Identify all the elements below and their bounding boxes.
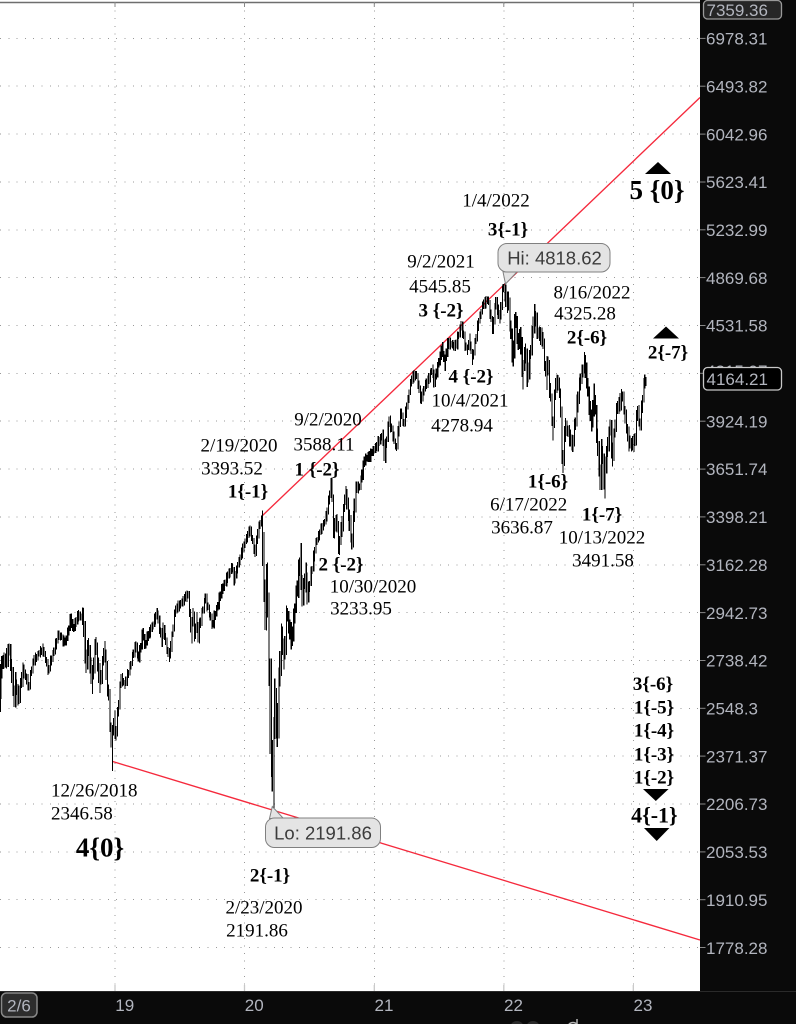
- svg-text:2/6: 2/6: [7, 997, 31, 1016]
- svg-text:10/13/2022: 10/13/2022: [559, 528, 646, 549]
- svg-text:6/17/2022: 6/17/2022: [490, 495, 567, 516]
- svg-text:7359.36: 7359.36: [707, 1, 768, 20]
- svg-text:10/4/2021: 10/4/2021: [431, 391, 508, 412]
- svg-text:1/4/2022: 1/4/2022: [462, 191, 530, 212]
- svg-text:2191.86: 2191.86: [226, 921, 288, 942]
- svg-text:2053.53: 2053.53: [706, 843, 767, 862]
- svg-text:2738.42: 2738.42: [706, 652, 767, 671]
- svg-text:1{-3}: 1{-3}: [634, 745, 674, 766]
- svg-text:19: 19: [115, 996, 134, 1015]
- svg-text:1{-7}: 1{-7}: [582, 505, 622, 526]
- svg-text:3588.11: 3588.11: [293, 435, 354, 456]
- svg-text:5623.41: 5623.41: [706, 173, 767, 192]
- svg-text:9/2/2021: 9/2/2021: [407, 252, 475, 273]
- svg-text:4869.68: 4869.68: [706, 269, 767, 288]
- svg-text:2/23/2020: 2/23/2020: [225, 898, 302, 919]
- svg-text:1{-2}: 1{-2}: [634, 768, 674, 789]
- svg-text:3651.74: 3651.74: [706, 460, 767, 479]
- svg-text:3 {-2}: 3 {-2}: [418, 301, 463, 322]
- svg-text:3{-1}: 3{-1}: [488, 220, 528, 241]
- svg-text:3636.87: 3636.87: [491, 518, 553, 539]
- svg-text:2206.73: 2206.73: [706, 795, 767, 814]
- svg-text:2/19/2020: 2/19/2020: [200, 436, 277, 457]
- svg-text:4545.85: 4545.85: [409, 277, 471, 298]
- svg-text:4325.28: 4325.28: [554, 304, 616, 325]
- svg-text:23: 23: [634, 996, 653, 1015]
- svg-text:3162.28: 3162.28: [706, 556, 767, 575]
- svg-text:2{-6}: 2{-6}: [567, 328, 607, 349]
- svg-text:5 {0}: 5 {0}: [629, 175, 684, 205]
- svg-text:4164.21: 4164.21: [707, 370, 768, 389]
- svg-text:6042.96: 6042.96: [706, 125, 767, 144]
- svg-text:4278.94: 4278.94: [431, 416, 493, 437]
- svg-text:1{-1}: 1{-1}: [228, 482, 268, 503]
- svg-text:2 {-2}: 2 {-2}: [318, 555, 363, 576]
- svg-text:3491.58: 3491.58: [572, 551, 634, 572]
- svg-text:3233.95: 3233.95: [330, 599, 392, 620]
- svg-text:2{-1}: 2{-1}: [250, 866, 290, 887]
- svg-text:Hi: 4818.62: Hi: 4818.62: [507, 248, 602, 269]
- svg-text:1{-4}: 1{-4}: [634, 721, 674, 742]
- svg-text:6493.82: 6493.82: [706, 78, 767, 97]
- svg-text:22: 22: [504, 996, 523, 1015]
- svg-text:12/26/2018: 12/26/2018: [51, 781, 138, 802]
- svg-text:3393.52: 3393.52: [201, 459, 263, 480]
- svg-text:3{-6}: 3{-6}: [633, 674, 673, 695]
- svg-text:2371.37: 2371.37: [706, 747, 767, 766]
- svg-text:8/16/2022: 8/16/2022: [553, 283, 630, 304]
- svg-text:1 {-2}: 1 {-2}: [294, 460, 339, 481]
- svg-text:4531.58: 4531.58: [706, 317, 767, 336]
- svg-text:1778.28: 1778.28: [706, 939, 767, 958]
- svg-text:1{-5}: 1{-5}: [634, 697, 674, 718]
- svg-text:2548.3: 2548.3: [706, 700, 758, 719]
- svg-text:1{-6}: 1{-6}: [528, 472, 568, 493]
- svg-text:21: 21: [375, 996, 394, 1015]
- svg-text:4 {-2}: 4 {-2}: [448, 367, 493, 388]
- svg-text:5232.99: 5232.99: [706, 221, 767, 240]
- svg-text:2942.73: 2942.73: [706, 604, 767, 623]
- svg-text:4{0}: 4{0}: [76, 833, 124, 863]
- svg-text:1910.95: 1910.95: [706, 891, 767, 910]
- svg-text:Lo: 2191.86: Lo: 2191.86: [274, 823, 372, 844]
- svg-text:20: 20: [245, 996, 264, 1015]
- svg-text:3924.19: 3924.19: [706, 412, 767, 431]
- svg-text:10/30/2020: 10/30/2020: [330, 577, 417, 598]
- svg-text:4{-1}: 4{-1}: [631, 803, 678, 828]
- svg-text:3398.21: 3398.21: [706, 508, 767, 527]
- svg-text:2346.58: 2346.58: [51, 804, 113, 825]
- svg-text:6978.31: 6978.31: [706, 30, 767, 49]
- svg-text:2{-7}: 2{-7}: [648, 343, 688, 364]
- svg-text:9/2/2020: 9/2/2020: [294, 410, 362, 431]
